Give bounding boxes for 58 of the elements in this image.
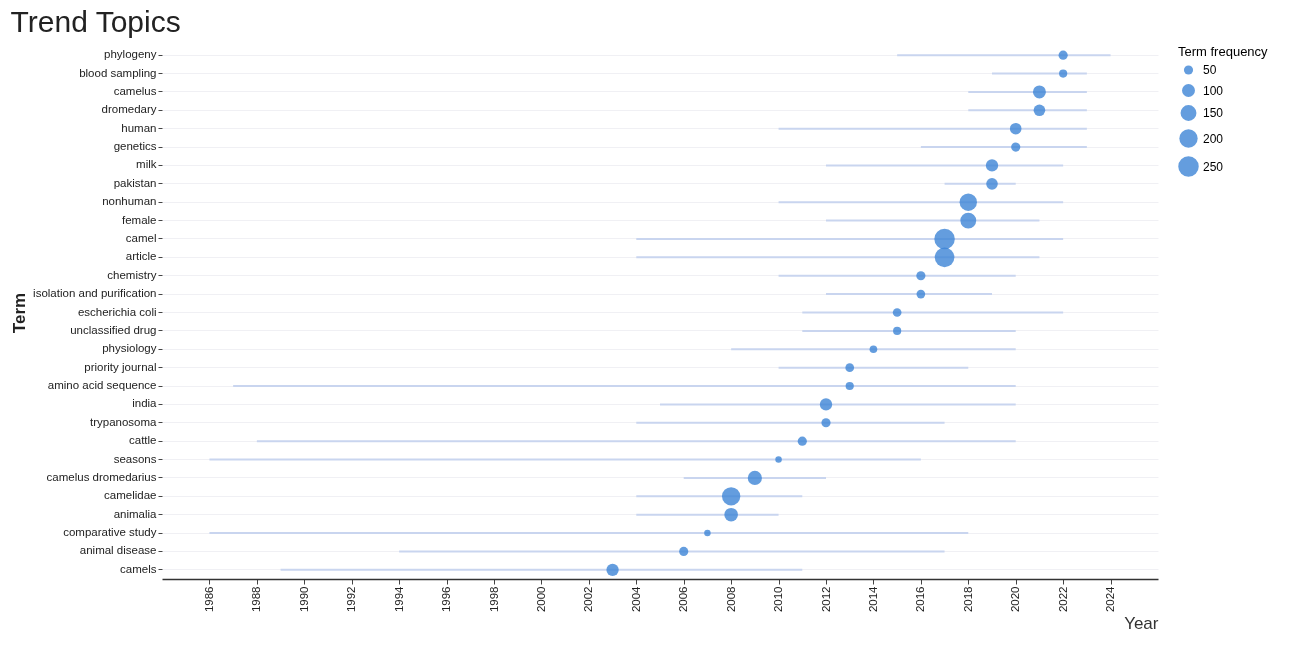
x-tick-label: 2000 <box>534 586 547 613</box>
y-tick-label: escherichia coli <box>77 305 157 318</box>
x-tick-label: 2022 <box>1056 586 1069 613</box>
x-tick-label: 2024 <box>1104 585 1117 613</box>
x-tick-label: 1992 <box>345 586 358 613</box>
y-tick-label: pakistan <box>113 176 157 189</box>
y-tick-label: amino acid sequence <box>47 379 157 392</box>
y-tick-label: animal disease <box>79 544 157 557</box>
legend-label: 250 <box>1203 159 1224 174</box>
y-tick-label: dromedary <box>101 103 157 116</box>
legend-label: 100 <box>1203 83 1224 98</box>
y-tick-label: human <box>121 121 157 134</box>
legend-label: 50 <box>1203 63 1217 77</box>
y-tick-label: comparative study <box>63 526 157 539</box>
y-tick-label: camelidae <box>104 489 157 502</box>
x-tick-label: 1994 <box>392 585 405 613</box>
y-tick-label: chemistry <box>107 268 157 281</box>
x-tick-label: 2010 <box>772 586 785 613</box>
y-tick-label: seasons <box>113 452 157 465</box>
y-tick-label: article <box>125 250 157 263</box>
x-tick-label: 1998 <box>487 586 500 613</box>
x-tick-label: 1996 <box>440 586 453 613</box>
x-tick-label: 2008 <box>724 586 737 613</box>
y-tick-label: genetics <box>113 140 157 153</box>
legend-label: 150 <box>1203 106 1224 120</box>
y-tick-label: physiology <box>102 342 157 355</box>
y-axis-title: Term <box>10 292 30 334</box>
x-tick-label: 1986 <box>202 586 215 613</box>
y-tick-label: phylogeny <box>104 48 157 61</box>
y-tick-label: blood sampling <box>79 66 157 79</box>
y-tick-label: camelus dromedarius <box>46 470 157 483</box>
y-tick-label: trypanosoma <box>90 415 158 428</box>
x-tick-label: 1988 <box>250 586 263 613</box>
x-tick-label: 2018 <box>961 586 974 613</box>
y-tick-label: cattle <box>129 434 157 447</box>
x-axis-title: Year <box>1124 614 1159 634</box>
y-tick-label: animalia <box>113 507 158 520</box>
chart-title: Trend Topics <box>10 5 181 38</box>
y-tick-label: nonhuman <box>102 195 157 208</box>
x-tick-label: 2006 <box>677 586 690 613</box>
y-tick-label: camel <box>125 231 157 244</box>
x-tick-label: 2020 <box>1009 586 1022 613</box>
x-tick-label: 2012 <box>819 586 832 613</box>
y-tick-label: priority journal <box>84 360 157 373</box>
y-tick-label: camelus <box>113 84 157 97</box>
x-tick-label: 2004 <box>629 585 642 613</box>
legend-title: Term frequency <box>1178 44 1269 59</box>
x-tick-label: 2002 <box>582 586 595 613</box>
y-tick-label: india <box>132 397 158 410</box>
y-tick-label: unclassified drug <box>70 323 157 336</box>
y-tick-label: female <box>121 213 157 226</box>
y-tick-label: camels <box>120 562 157 575</box>
x-tick-label: 2014 <box>866 585 879 613</box>
y-tick-label: milk <box>136 158 157 171</box>
x-tick-label: 2016 <box>914 586 927 613</box>
y-tick-label: isolation and purification <box>33 287 157 300</box>
x-tick-label: 1990 <box>297 586 310 613</box>
legend-label: 200 <box>1203 131 1224 146</box>
